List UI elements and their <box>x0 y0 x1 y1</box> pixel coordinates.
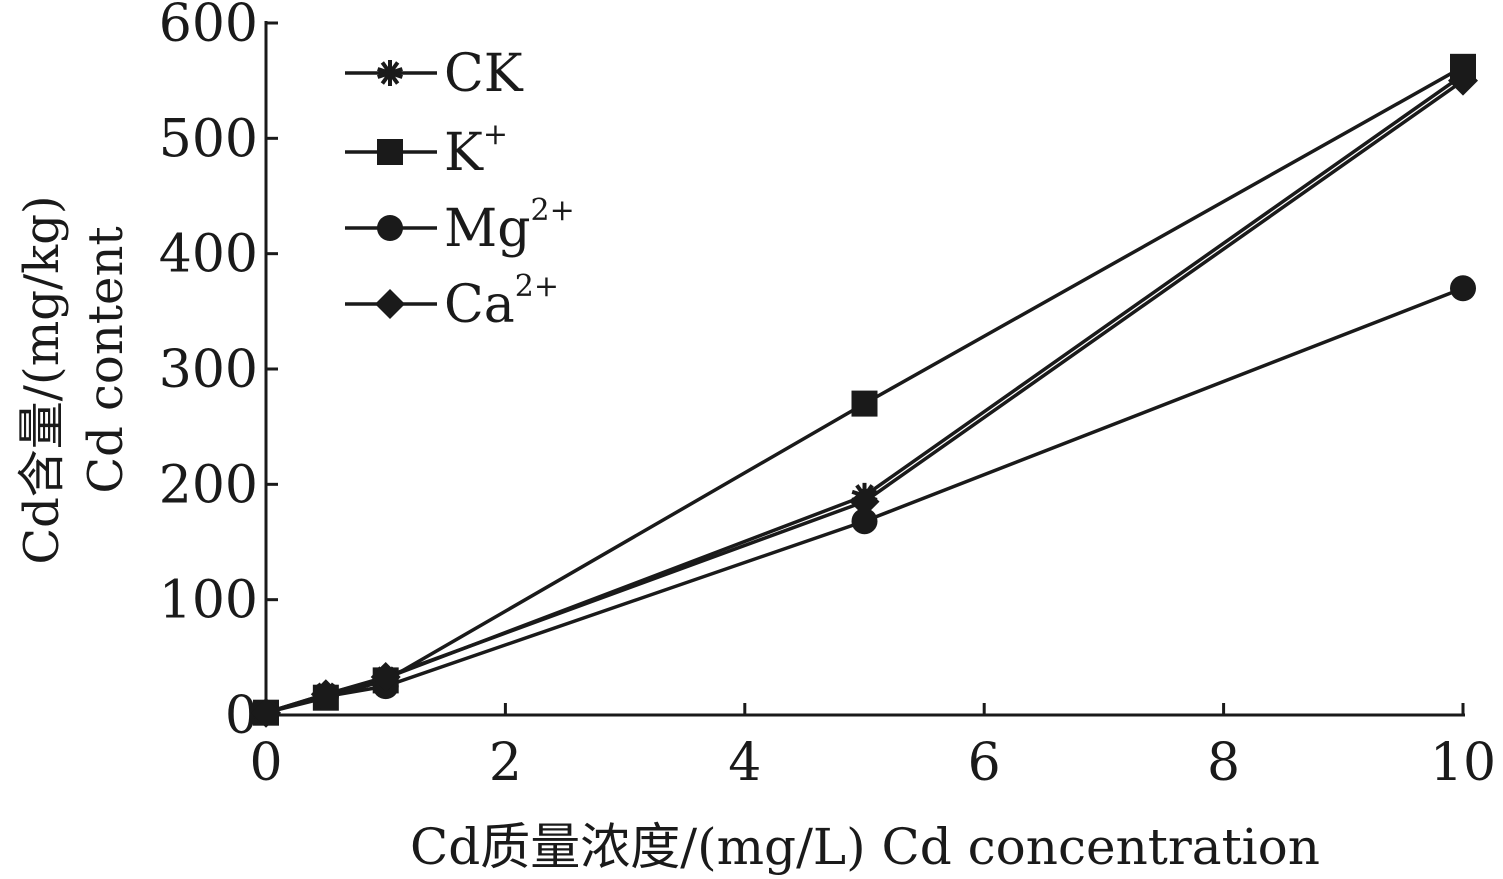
legend-label-superscript: 2+ <box>515 269 559 304</box>
legend-label: K+ <box>444 117 508 183</box>
x-tick-label: 8 <box>1207 733 1240 793</box>
data-point-marker <box>1450 275 1476 302</box>
legend-marker <box>377 60 403 86</box>
legend-item-mg: Mg2+ <box>345 193 575 259</box>
y-tick-label: 600 <box>159 0 258 54</box>
legend-label: Mg2+ <box>444 193 575 259</box>
series-layer <box>251 53 1478 728</box>
y-tick-label: 0 <box>225 686 258 746</box>
y-tick-label: 400 <box>159 225 258 285</box>
y-tick-label: 300 <box>159 340 258 400</box>
x-tick-label: 10 <box>1430 733 1496 793</box>
data-point-marker <box>310 679 341 710</box>
data-point-marker <box>851 390 878 417</box>
legend-label-superscript: 2+ <box>531 193 575 228</box>
legend-marker <box>375 289 405 319</box>
legend: CKK+Mg2+Ca2+ <box>345 44 575 335</box>
legend-label: CK <box>444 44 524 104</box>
x-tick-label: 6 <box>968 733 1001 793</box>
legend-label-base: Mg <box>444 199 531 259</box>
y-axis-label-group: Cd含量/(mg/kg) <box>14 195 70 564</box>
y-axis-label-cn: Cd含量/(mg/kg) <box>14 195 70 564</box>
legend-item-ck: CK <box>345 44 524 104</box>
legend-marker <box>377 139 403 165</box>
data-point-marker <box>370 661 401 692</box>
y-tick-label: 500 <box>159 109 258 169</box>
legend-item-k: K+ <box>345 117 508 183</box>
data-point-marker <box>851 508 878 535</box>
data-point-marker <box>251 697 281 728</box>
x-tick-label: 4 <box>728 733 761 793</box>
x-tick-label: 0 <box>249 733 282 793</box>
legend-label: Ca2+ <box>444 269 559 335</box>
legend-label-base: K <box>444 123 484 183</box>
data-point-marker <box>1448 65 1478 96</box>
y-axis-label-en: Cd content <box>78 226 134 493</box>
legend-item-ca: Ca2+ <box>345 269 559 335</box>
axes: 0 100 200 300 400 500 600 0 2 4 6 8 10 <box>159 0 1496 793</box>
data-point-marker <box>849 486 880 517</box>
y-tick-label: 100 <box>159 571 258 631</box>
legend-label-superscript: + <box>483 117 508 152</box>
legend-label-base: CK <box>444 44 524 104</box>
series-k <box>253 53 1476 726</box>
series-ca <box>251 65 1478 728</box>
legend-label-base: Ca <box>444 275 515 335</box>
x-axis-label: Cd质量浓度/(mg/L) Cd concentration <box>410 818 1320 876</box>
y-axis-label-en-group: Cd content <box>78 226 134 493</box>
x-tick-label: 2 <box>489 733 522 793</box>
legend-marker <box>377 215 403 241</box>
y-tick-label: 200 <box>159 455 258 515</box>
